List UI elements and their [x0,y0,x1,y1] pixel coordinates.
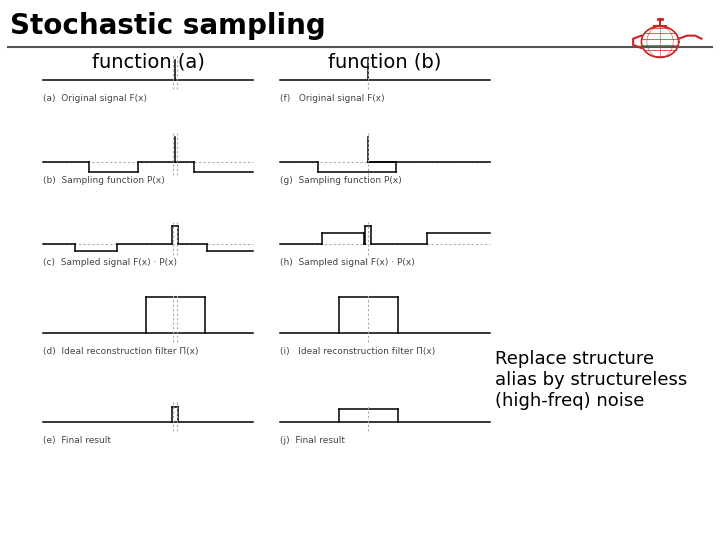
Text: (e)  Final result: (e) Final result [43,436,111,446]
Text: (h)  Sampled signal F(x) · P(x): (h) Sampled signal F(x) · P(x) [280,259,415,267]
Text: Replace structure
alias by structureless
(high-freq) noise: Replace structure alias by structureless… [495,350,688,410]
Text: function (b): function (b) [328,52,441,71]
Text: (d)  Ideal reconstruction filter Π(x): (d) Ideal reconstruction filter Π(x) [43,347,199,356]
Text: (c)  Sampled signal F(x) · P(x): (c) Sampled signal F(x) · P(x) [43,259,177,267]
Text: (g)  Sampling function P(x): (g) Sampling function P(x) [280,177,402,185]
Text: (i)   Ideal reconstruction filter Π(x): (i) Ideal reconstruction filter Π(x) [280,347,436,356]
Text: (f)   Original signal F(x): (f) Original signal F(x) [280,94,384,103]
Text: Stochastic sampling: Stochastic sampling [10,12,325,40]
Text: (j)  Final result: (j) Final result [280,436,345,446]
Text: (a)  Original signal F(x): (a) Original signal F(x) [43,94,147,103]
Text: function (a): function (a) [91,52,204,71]
Text: (b)  Sampling function P(x): (b) Sampling function P(x) [43,177,165,185]
